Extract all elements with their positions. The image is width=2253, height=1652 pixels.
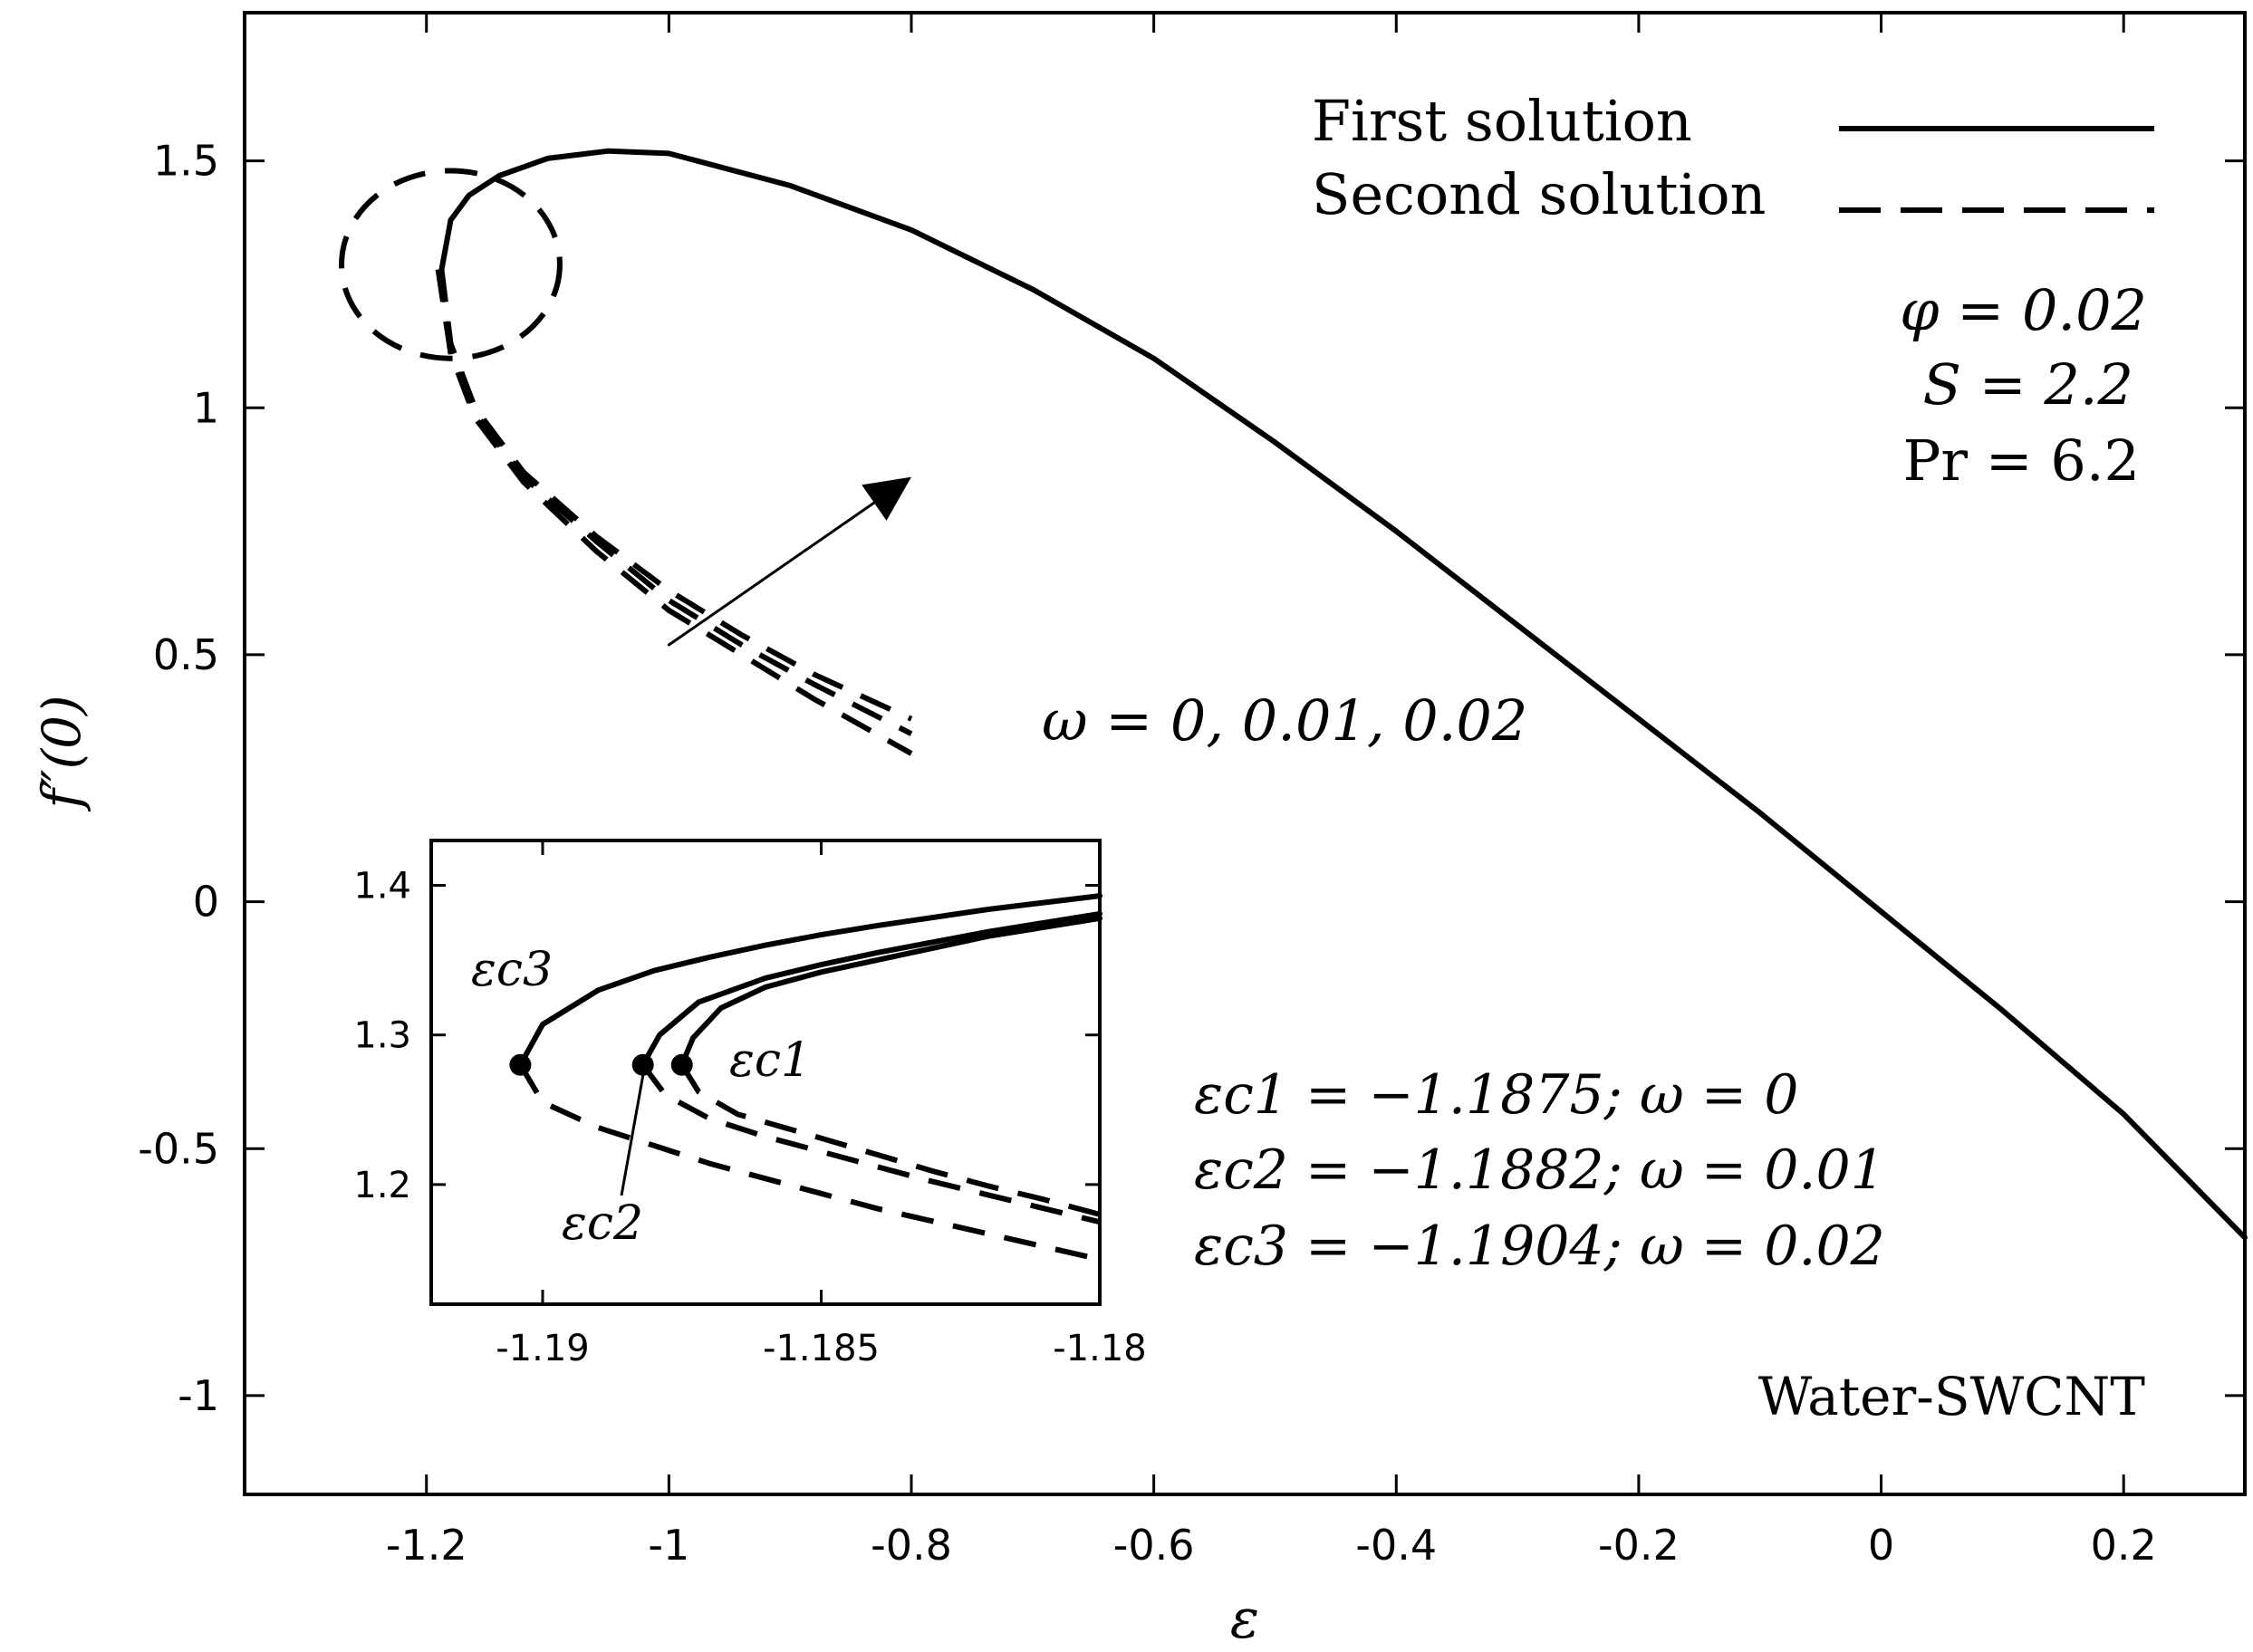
x-axis-label: ε — [1230, 1588, 1259, 1651]
x-tick-label: -0.8 — [871, 1521, 952, 1570]
y-axis-label: f″(0) — [31, 695, 92, 812]
main-series-0 — [438, 148, 2248, 1241]
x-tick-label: -0.2 — [1598, 1521, 1680, 1570]
omega-arrow-line — [667, 501, 876, 647]
inset-label-ec1: εc1 — [729, 1033, 811, 1088]
parameter-annotations: φ = 0.02 S = 2.2 Pr = 6.2 — [1900, 277, 2147, 494]
inset-label-ec3: εc3 — [471, 943, 553, 997]
inset-label-ec2: εc2 — [562, 1196, 643, 1251]
main-series-3 — [435, 269, 913, 756]
legend-first-solution-label: First solution — [1312, 88, 1692, 154]
y-tick-label: 0 — [193, 878, 219, 927]
critical-value-2: εc2 = −1.1882; ω = 0.01 — [1194, 1138, 1885, 1202]
fluid-label: Water-SWCNT — [1758, 1366, 2146, 1427]
pr-annotation: Pr = 6.2 — [1903, 427, 2140, 494]
y-tick-label: 1 — [193, 383, 219, 432]
omega-annotation: ω = 0, 0.01, 0.02 — [1042, 687, 1527, 754]
omega-arrow-head — [862, 476, 911, 521]
inset-x-tick-label: -1.185 — [763, 1328, 880, 1369]
inset-critical-point-3 — [509, 1053, 532, 1076]
inset-x-tick-label: -1.18 — [1053, 1328, 1147, 1369]
inset-y-tick-label: 1.4 — [353, 866, 411, 908]
highlight-ellipse — [339, 168, 563, 361]
inset-frame — [429, 839, 1102, 1306]
inset-series-1 — [640, 910, 1102, 1068]
inset-critical-points — [509, 1053, 693, 1076]
inset-axis-ticks: -1.19 -1.185 -1.18 1.2 1.3 1.4 — [353, 840, 1147, 1369]
inset-series-0 — [679, 915, 1102, 1068]
inset-background — [431, 840, 1100, 1304]
x-tick-label: 0 — [1868, 1521, 1894, 1570]
inset-ec2-pointer — [620, 1073, 645, 1196]
inset-series-5 — [517, 1063, 1101, 1263]
y-tick-label: 1.5 — [153, 137, 219, 186]
x-tick-label: -0.6 — [1113, 1521, 1195, 1570]
inset-y-tick-label: 1.3 — [353, 1015, 411, 1057]
legend-second-solution-label: Second solution — [1312, 161, 1766, 227]
critical-value-1: εc1 = −1.1875; ω = 0 — [1194, 1063, 1798, 1127]
y-tick-label: -0.5 — [138, 1124, 219, 1173]
s-annotation: S = 2.2 — [1923, 351, 2133, 418]
inset-plot: -1.19 -1.185 -1.18 1.2 1.3 1.4 εc3 εc1 εc2 — [353, 839, 1147, 1369]
critical-value-3: εc3 = −1.1904; ω = 0.02 — [1194, 1215, 1885, 1278]
inset-series-2 — [517, 893, 1102, 1068]
x-tick-label: -1.2 — [386, 1521, 467, 1570]
main-series-2 — [438, 269, 913, 736]
main-curves — [435, 148, 2248, 1241]
inset-series-4 — [640, 1062, 1101, 1225]
inset-x-tick-label: -1.19 — [496, 1328, 590, 1369]
inset-critical-point-2 — [631, 1053, 654, 1076]
x-tick-label: 0.2 — [2091, 1521, 2157, 1570]
x-tick-label: -1 — [648, 1521, 689, 1570]
inset-series-3 — [679, 1063, 1101, 1217]
inset-critical-point-1 — [670, 1053, 693, 1076]
legend: First solution Second solution — [1312, 88, 2154, 227]
x-tick-label: -0.4 — [1355, 1521, 1437, 1570]
phi-annotation: φ = 0.02 — [1900, 277, 2147, 343]
critical-values: εc1 = −1.1875; ω = 0 εc2 = −1.1882; ω = … — [1194, 1063, 1885, 1278]
inset-y-tick-label: 1.2 — [353, 1165, 411, 1206]
inset-curves — [517, 893, 1102, 1263]
y-tick-label: -1 — [178, 1371, 219, 1420]
main-series-1 — [438, 269, 913, 722]
main-axis-ticks: -1.2 -1 -0.8 -0.6 -0.4 -0.2 0 0.2 -1 -0.5 0 0.5 1 1.5 — [138, 13, 2245, 1570]
main-plot-frame — [243, 11, 2247, 1496]
y-tick-label: 0.5 — [153, 630, 219, 679]
